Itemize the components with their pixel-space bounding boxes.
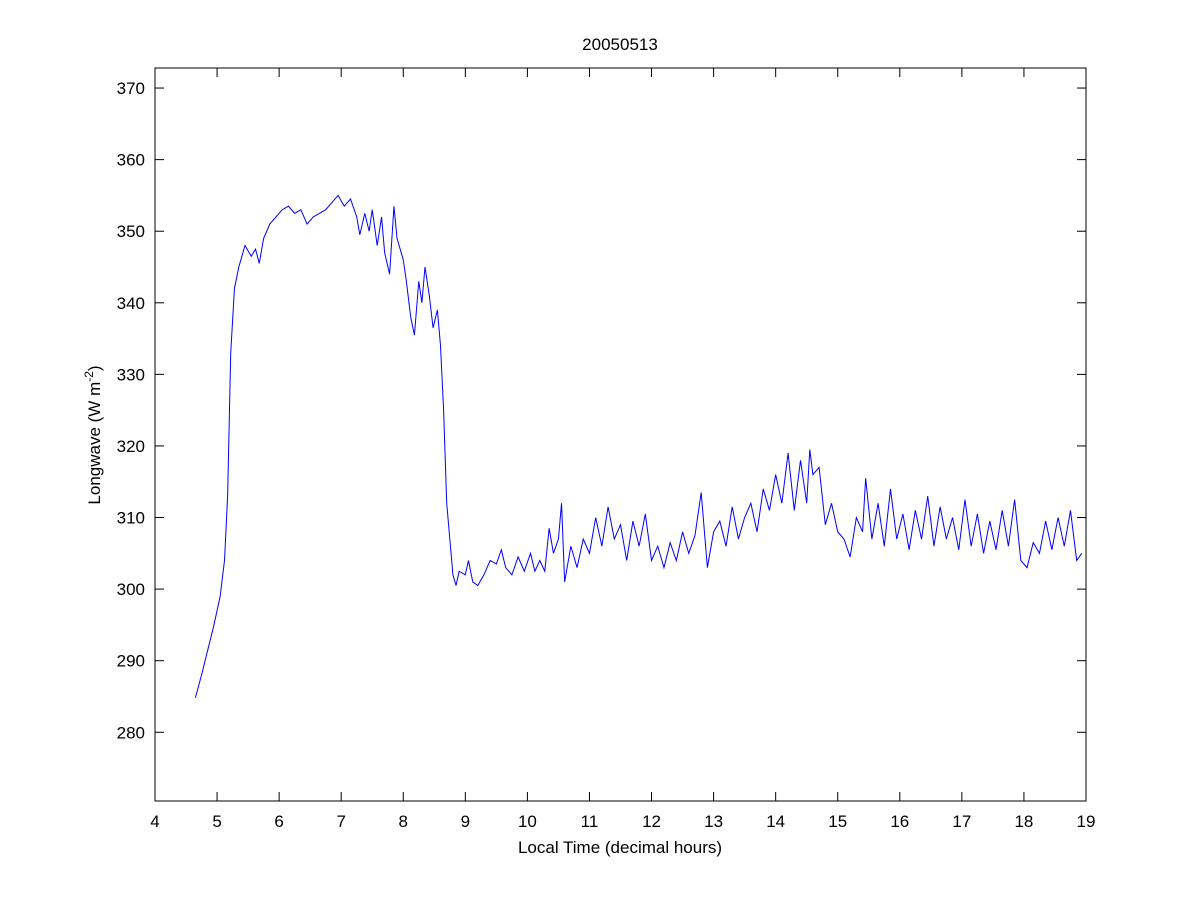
- y-tick-label: 310: [117, 509, 145, 528]
- y-tick-label: 350: [117, 222, 145, 241]
- y-tick-label: 300: [117, 580, 145, 599]
- x-tick-label: 6: [274, 812, 283, 831]
- y-label-end: ): [85, 365, 104, 371]
- y-tick-label: 370: [117, 79, 145, 98]
- x-tick-label: 10: [518, 812, 537, 831]
- y-tick-label: 290: [117, 652, 145, 671]
- y-axis-label: Longwave (W m-2): [82, 365, 104, 504]
- y-tick-label: 340: [117, 294, 145, 313]
- data-line: [194, 194, 1083, 699]
- x-tick-label: 8: [399, 812, 408, 831]
- y-tick-label: 330: [117, 365, 145, 384]
- x-tick-label: 18: [1014, 812, 1033, 831]
- x-tick-label: 14: [766, 812, 785, 831]
- x-tick-label: 12: [642, 812, 661, 831]
- y-tick-label: 320: [117, 437, 145, 456]
- x-tick-label: 4: [150, 812, 159, 831]
- y-tick-label: 360: [117, 151, 145, 170]
- y-label-sup: -2: [82, 371, 96, 382]
- x-tick-label: 19: [1077, 812, 1096, 831]
- x-tick-label: 17: [952, 812, 971, 831]
- x-tick-label: 13: [704, 812, 723, 831]
- y-label-main: Longwave (W m: [85, 382, 104, 505]
- x-tick-label: 15: [828, 812, 847, 831]
- x-tick-label: 7: [336, 812, 345, 831]
- x-tick-label: 11: [581, 812, 599, 831]
- x-axis-label: Local Time (decimal hours): [518, 838, 722, 857]
- x-tick-label: 9: [461, 812, 470, 831]
- x-tick-label: 5: [212, 812, 221, 831]
- y-tick-label: 280: [117, 723, 145, 742]
- plot-area: [154, 67, 1087, 802]
- x-tick-label: 16: [890, 812, 909, 831]
- chart-title: 20050513: [582, 35, 658, 54]
